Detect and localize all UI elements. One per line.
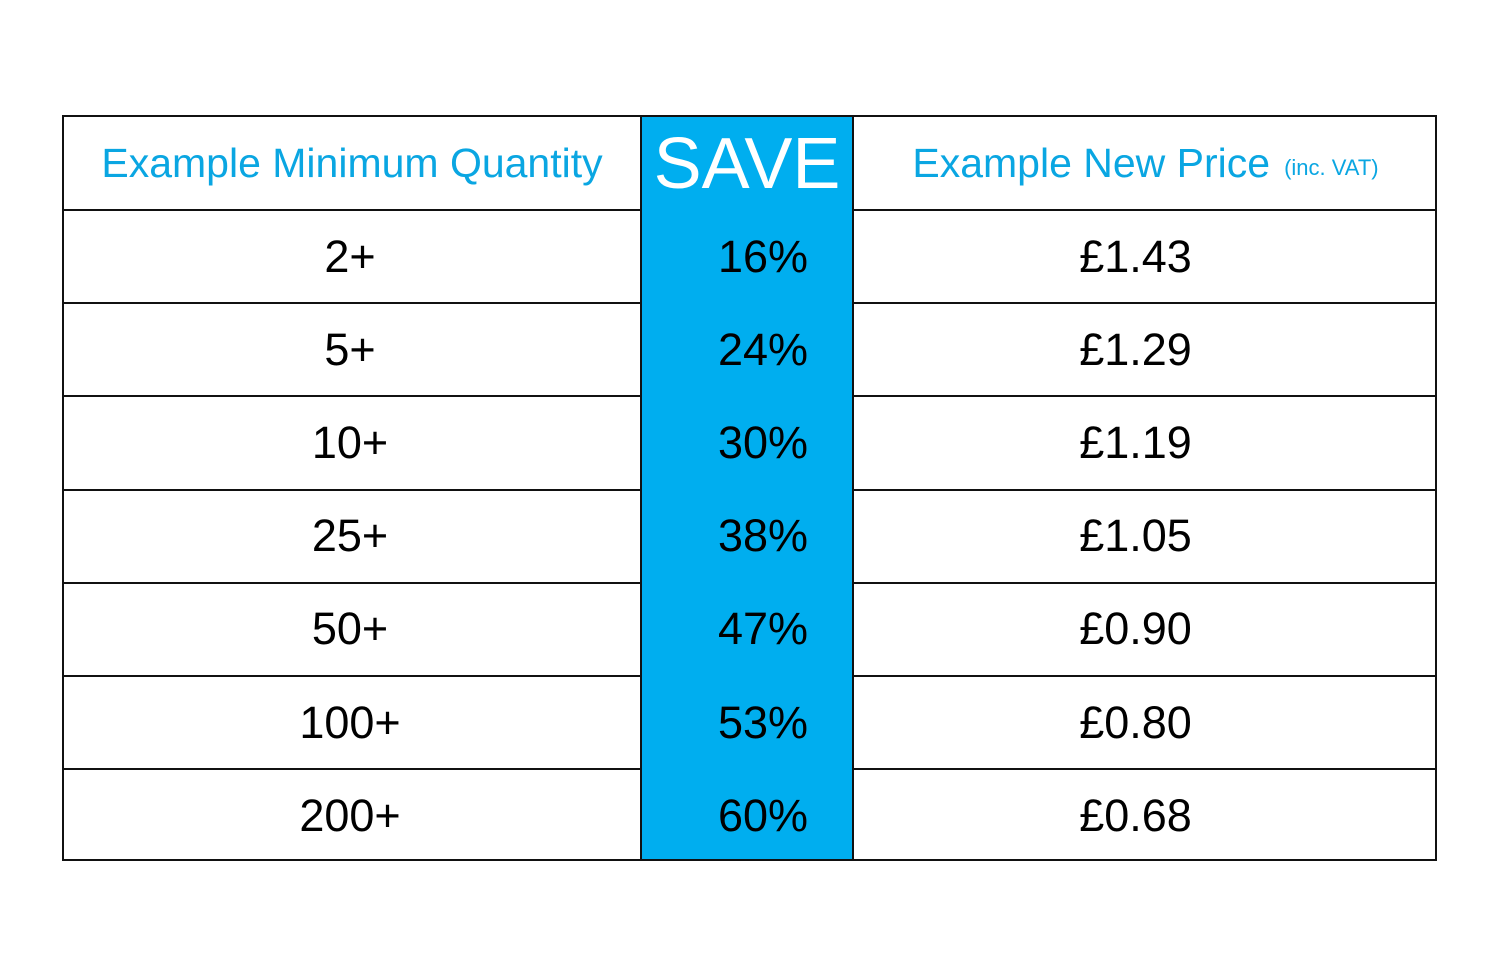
cell-save: 47% [717,603,809,655]
cell-price: £0.68 [1079,789,1192,841]
cell-quantity: 25+ [311,510,389,562]
cell-save: 53% [717,696,809,748]
row-divider [854,395,1437,398]
header-quantity-label: Example Minimum Quantity [101,140,603,186]
cell-quantity: 50+ [311,603,389,655]
cell-price: £1.29 [1079,323,1192,375]
row-divider [64,488,640,491]
cell-save: 60% [717,789,809,841]
row-divider [854,581,1437,584]
row-divider [64,675,640,677]
row-divider [64,302,640,305]
cell-quantity: 10+ [311,416,389,468]
pricing-table: Example Minimum Quantity SAVE Example Ne… [62,115,1437,861]
header-price: Example New Price (inc. VAT) [854,117,1437,210]
row-divider [854,209,1437,211]
row-divider [64,768,640,771]
row-divider [854,302,1437,305]
cell-save: 24% [717,323,809,375]
save-column [640,115,854,861]
row-divider [64,395,640,398]
row-divider [854,768,1437,771]
header-price-note: (inc. VAT) [1284,154,1379,180]
row-divider [854,675,1437,677]
cell-quantity: 5+ [324,323,376,375]
cell-quantity: 2+ [324,230,376,282]
header-save: SAVE [640,117,854,210]
header-save-label: SAVE [653,123,841,204]
cell-save: 30% [717,416,809,468]
cell-quantity: 100+ [299,696,401,748]
cell-save: 16% [717,230,809,282]
header-quantity: Example Minimum Quantity [64,117,640,210]
cell-save: 38% [717,510,809,562]
row-divider [64,581,640,584]
cell-price: £1.05 [1079,510,1192,562]
row-divider [64,209,640,211]
header-price-label: Example New Price [912,140,1271,186]
cell-price: £0.90 [1079,603,1192,655]
cell-price: £0.80 [1079,696,1192,748]
row-divider [854,488,1437,491]
cell-quantity: 200+ [299,789,401,841]
cell-price: £1.43 [1079,230,1192,282]
cell-price: £1.19 [1079,416,1192,468]
